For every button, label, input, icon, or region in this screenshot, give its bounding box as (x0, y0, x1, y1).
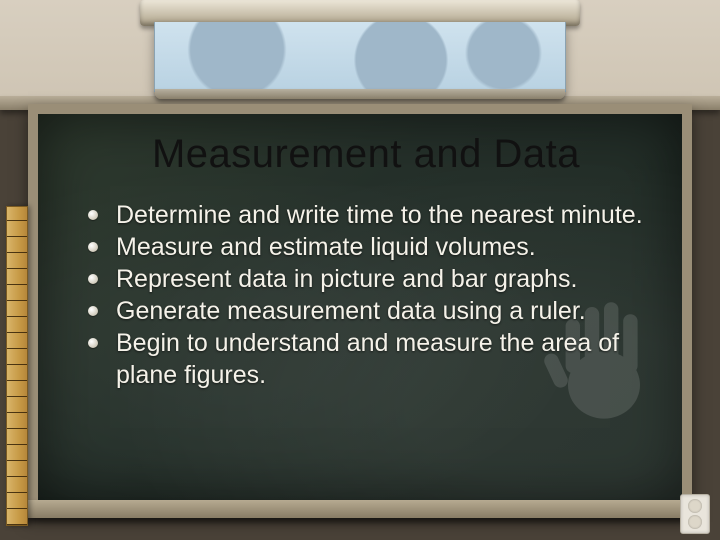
bullet-text: Begin to understand and measure the area… (116, 329, 619, 389)
bullet-text: Generate measurement data using a ruler. (116, 297, 586, 325)
pulldown-map (140, 0, 580, 98)
list-item: Measure and estimate liquid volumes. (86, 231, 646, 263)
power-outlet-icon (680, 494, 710, 534)
list-item: Determine and write time to the nearest … (86, 199, 646, 231)
slide-content: Measurement and Data Determine and write… (38, 114, 682, 500)
ruler-icon (6, 206, 28, 526)
list-item: Represent data in picture and bar graphs… (86, 263, 646, 295)
bullet-text: Represent data in picture and bar graphs… (116, 265, 577, 293)
list-item: Generate measurement data using a ruler. (86, 295, 646, 327)
bullet-list: Determine and write time to the nearest … (86, 199, 646, 391)
world-map-icon (154, 22, 566, 92)
chalkboard: Measurement and Data Determine and write… (28, 104, 692, 514)
slide-title: Measurement and Data (86, 132, 646, 177)
chalk-tray (28, 500, 692, 518)
bullet-text: Measure and estimate liquid volumes. (116, 233, 536, 261)
bullet-text: Determine and write time to the nearest … (116, 201, 643, 229)
list-item: Begin to understand and measure the area… (86, 327, 646, 391)
